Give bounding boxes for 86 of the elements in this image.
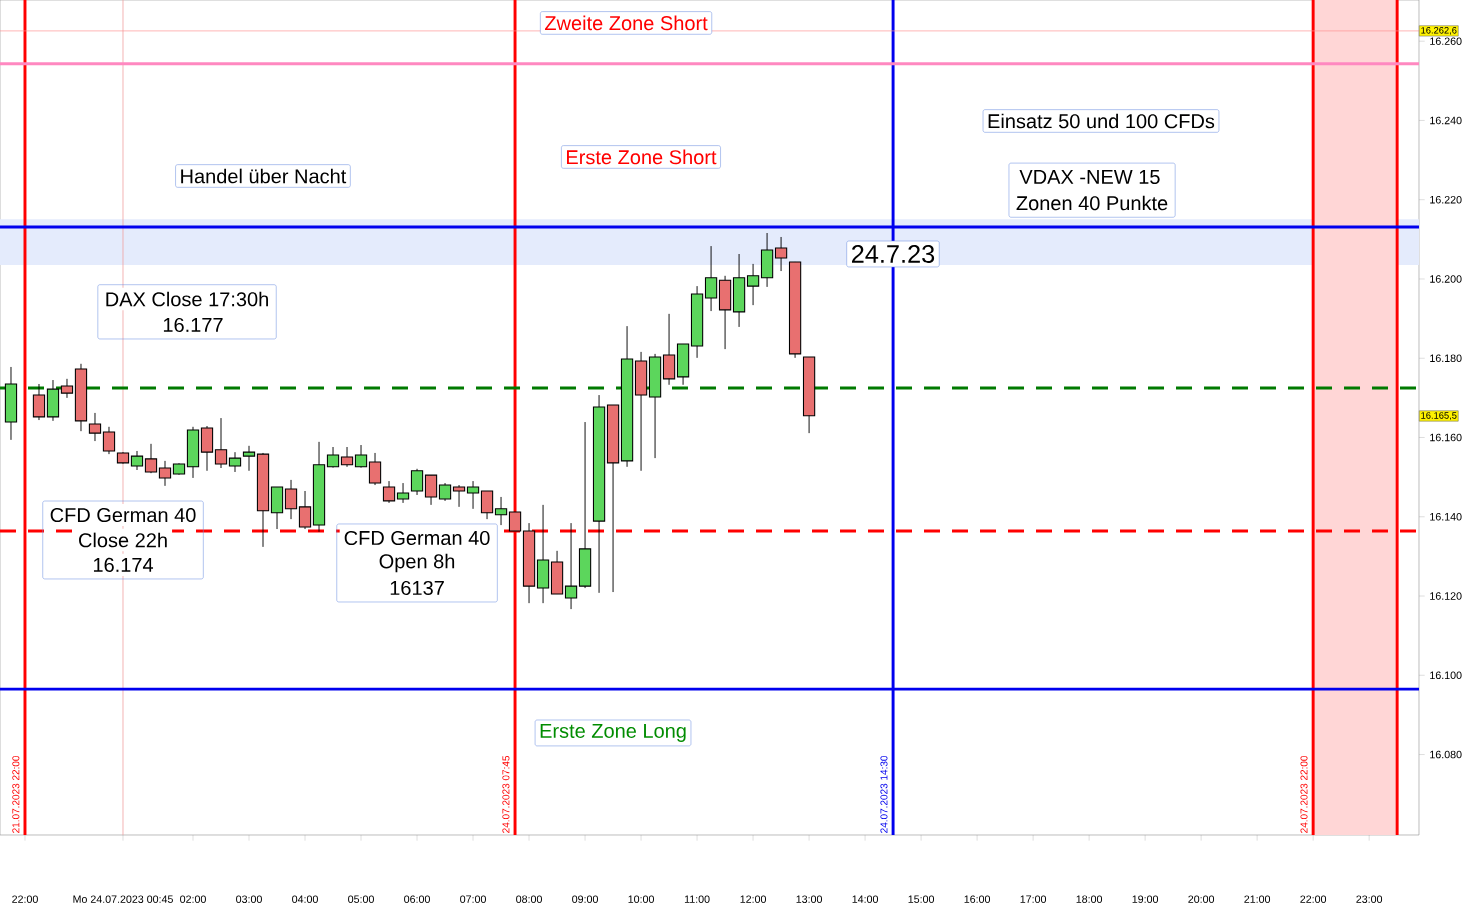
candlestick xyxy=(508,511,522,532)
candlestick xyxy=(704,245,718,312)
candlestick xyxy=(410,468,424,496)
x-tick-label: 20:00 xyxy=(1188,895,1215,903)
y-tick-label: 16.180 xyxy=(1430,354,1462,363)
y-tick-label: 16.220 xyxy=(1430,195,1462,204)
annotation: 24.7.23 xyxy=(851,245,935,263)
candlestick xyxy=(396,482,410,504)
annotation: Handel über Nacht xyxy=(181,168,347,184)
annotation: 24.07.2023 14:30 xyxy=(880,755,888,833)
annotation: 16137 xyxy=(390,580,444,596)
annotation: 24.07.2023 07:45 xyxy=(502,755,510,833)
y-tick-label: 16.240 xyxy=(1430,116,1462,125)
candlestick xyxy=(424,474,438,506)
annotation: Close 22h xyxy=(79,532,167,548)
candlestick xyxy=(774,236,788,272)
x-tick-label: Mo 24.07.2023 00:45 xyxy=(73,895,173,903)
x-tick-label: 12:00 xyxy=(740,895,767,903)
y-tick-label: 16.200 xyxy=(1430,275,1462,283)
x-tick-label: 09:00 xyxy=(572,895,598,903)
x-tick-label: 06:00 xyxy=(404,895,430,903)
y-tick-label: 16.080 xyxy=(1430,750,1462,759)
y-tick-label: 16.120 xyxy=(1430,592,1462,600)
candlestick xyxy=(480,490,494,520)
y-tick-label: 16.260 xyxy=(1430,37,1462,45)
candlestick xyxy=(326,446,340,469)
candlestick xyxy=(158,460,172,487)
candlestick xyxy=(452,484,466,508)
ref-line-label: 16.262,6 xyxy=(1421,27,1457,35)
candlestick xyxy=(130,450,144,471)
candlestick xyxy=(144,443,158,474)
x-tick-label: 08:00 xyxy=(516,895,542,903)
annotation: Einsatz 50 und 100 CFDs xyxy=(988,113,1215,129)
x-tick-label: 16:00 xyxy=(964,895,991,903)
x-tick-label: 11:00 xyxy=(684,895,710,903)
x-tick-label: 15:00 xyxy=(908,895,935,903)
x-tick-label: 04:00 xyxy=(292,895,318,903)
annotation: VDAX -NEW 15 xyxy=(1019,170,1160,184)
candlestick xyxy=(214,417,228,469)
candlestick xyxy=(494,496,508,526)
annotation: 16.174 xyxy=(93,557,154,573)
annotation: 16.177 xyxy=(163,317,223,333)
x-tick-label: 22:00 xyxy=(12,895,38,903)
annotation: 21.07.2023 22:00 xyxy=(12,755,20,833)
x-tick-label: 05:00 xyxy=(348,895,374,903)
x-tick-label: 03:00 xyxy=(236,895,262,903)
x-tick-label: 21:00 xyxy=(1244,895,1271,903)
candlestick xyxy=(564,522,578,610)
annotation: 24.07.2023 22:00 xyxy=(1300,755,1308,833)
candlestick xyxy=(102,426,116,455)
candlestick xyxy=(382,480,396,504)
candlestick xyxy=(340,446,354,468)
candlestick xyxy=(746,263,760,306)
x-tick-label: 14:00 xyxy=(852,895,879,903)
candlestick xyxy=(662,313,676,386)
candlestick xyxy=(228,451,242,473)
x-tick-label: 07:00 xyxy=(460,895,486,903)
y-tick-label: 16.160 xyxy=(1430,433,1462,442)
annotation: DAX Close 17:30h xyxy=(106,291,268,307)
candlestick xyxy=(298,490,312,530)
annotation: Zonen 40 Punkte xyxy=(1016,195,1168,211)
candlestick xyxy=(466,480,480,510)
x-tick-label: 13:00 xyxy=(796,895,823,903)
candlestick xyxy=(242,445,256,472)
x-tick-label: 02:00 xyxy=(180,895,206,903)
x-tick-label: 17:00 xyxy=(1020,895,1047,903)
annotation: CFD German 40 xyxy=(50,507,196,523)
candlestick xyxy=(32,383,46,421)
x-tick-label: 22:00 xyxy=(1300,895,1327,903)
candlestick xyxy=(354,444,368,469)
candlestick xyxy=(88,412,102,442)
x-tick-label: 10:00 xyxy=(628,895,654,903)
candlestick xyxy=(60,378,74,399)
candlestick xyxy=(368,452,382,486)
x-tick-label: 18:00 xyxy=(1076,895,1103,903)
annotation: CFD German 40 xyxy=(344,530,490,546)
text: 16.165,5 xyxy=(1421,412,1457,420)
annotation: Open 8h xyxy=(379,553,455,573)
candlestick xyxy=(284,479,298,520)
annotation: Zweite Zone Short xyxy=(544,15,708,31)
x-tick-label: 23:00 xyxy=(1356,895,1383,903)
annotation: Erste Zone Long xyxy=(540,724,686,742)
annotation: Erste Zone Short xyxy=(567,149,717,165)
x-tick-label: 19:00 xyxy=(1132,895,1159,903)
y-tick-label: 16.140 xyxy=(1430,512,1462,521)
y-tick-label: 16.100 xyxy=(1430,671,1462,680)
